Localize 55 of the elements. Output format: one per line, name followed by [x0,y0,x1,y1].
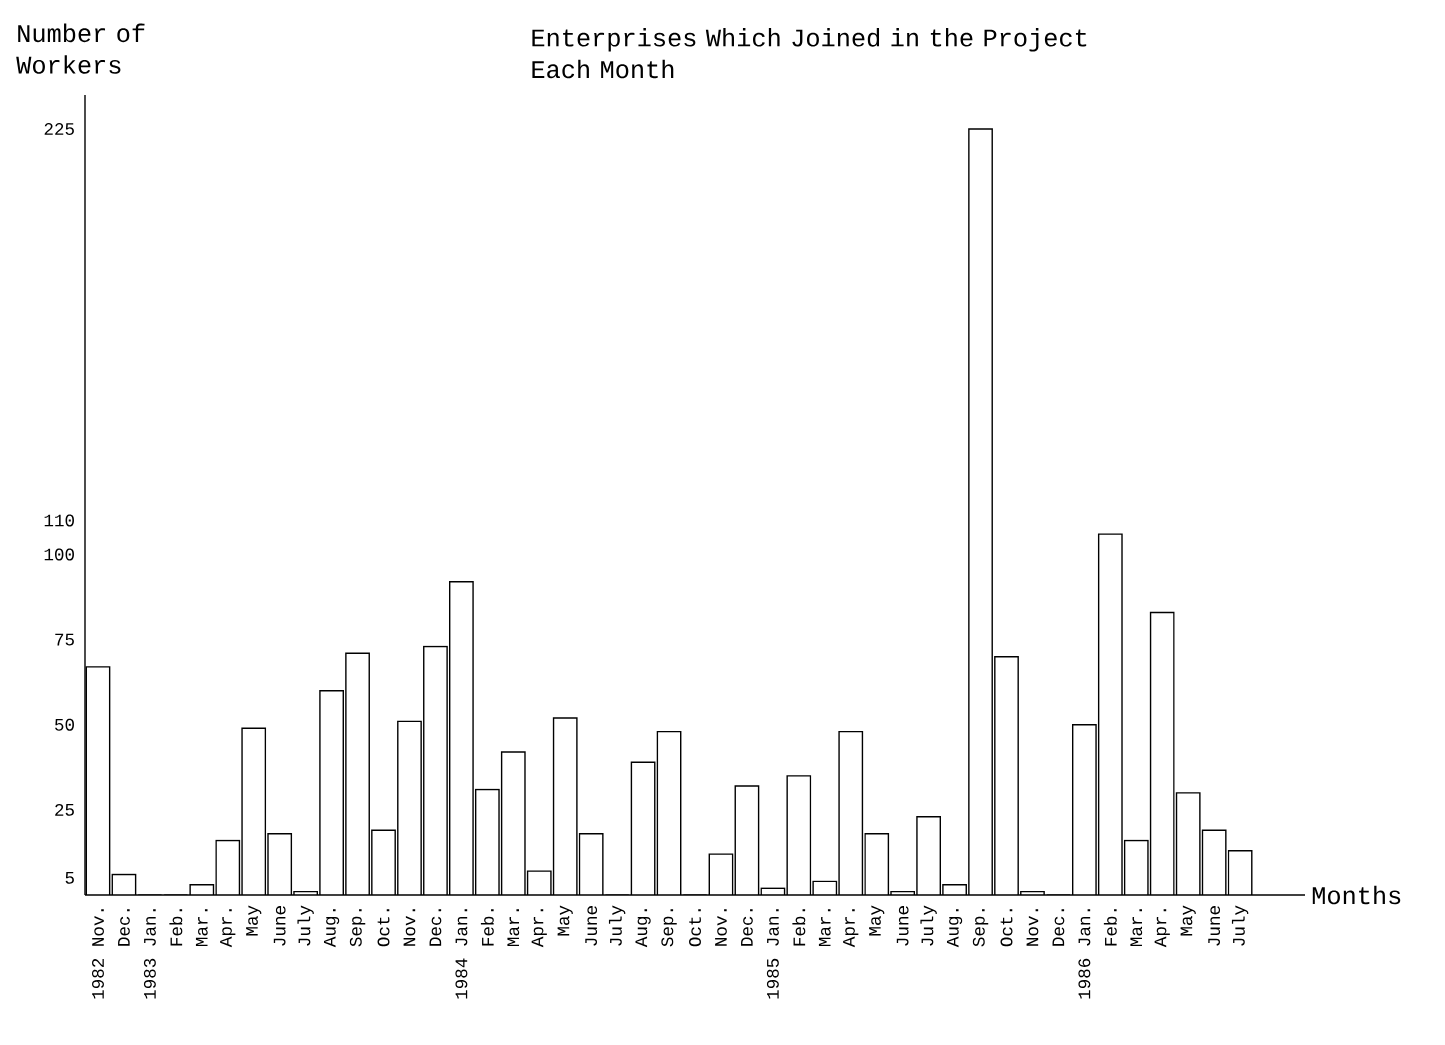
x-tick-label: 1985 Jan. [766,909,779,999]
x-tick-label: May [557,905,573,936]
x-tick-label: Sep. [972,909,989,947]
x-tick-label: May [869,905,885,936]
x-tick-label: 1982 Nov. [92,909,104,999]
x-tick-label: Dec. [118,909,130,946]
y-tick-label: 110 [44,514,74,527]
x-tick-label: June [1208,906,1221,946]
x-tick-label: Sep. [349,909,366,947]
x-tick-label: Feb. [480,909,494,946]
x-tick-label: Apr. [220,909,236,948]
x-tick-label: July [1231,905,1249,946]
x-tick-label: Apr. [531,909,547,948]
x-tick-label: Aug. [946,909,963,948]
x-tick-label: Feb. [169,909,183,946]
x-tick-label: Nov. [403,909,416,946]
x-tick-label: Mar. [507,909,520,947]
x-tick-label: Mar. [1130,909,1143,947]
x-tick-label: Nov. [1026,909,1039,946]
x-tick-label: Mar. [818,909,831,947]
x-tick-label: Feb. [1103,909,1117,946]
x-tick-label: Oct. [1000,909,1013,947]
x-tick-label: Aug. [635,909,651,948]
x-tick-label: Feb. [792,909,806,946]
x-tick-label: Oct. [689,909,701,947]
y-tick-label: 50 [55,718,74,731]
x-tick-label: 1983 Jan. [143,909,156,999]
x-tick-label: Nov. [715,909,727,946]
x-tick-label: Aug. [323,909,340,948]
x-tick-label: Oct. [377,909,390,947]
x-tick-label: Mar. [195,909,208,947]
y-tick-label: 225 [44,123,74,135]
x-tick-label: May [246,905,262,936]
x-tick-label: Dec. [741,909,753,946]
x-tick-label: Dec. [1052,909,1065,946]
y-tick-label: 75 [55,633,74,646]
x-tick-label: June [896,906,909,946]
x-tick-label: 1986 Jan. [1078,909,1091,999]
y-axis-title: Number of Workers [16,23,145,74]
x-tick-label: Dec. [429,909,442,946]
x-tick-label: Apr. [1154,909,1170,948]
x-axis-title: Months [1312,885,1401,905]
y-tick-label: 25 [55,803,74,816]
chart-title: Enterprises Which Joined in the Project Each Month [532,28,1087,79]
x-tick-label: Sep. [661,909,677,947]
y-tick-label: 5 [65,872,74,884]
x-tick-label: 1984 Jan. [455,909,468,999]
y-tick-label: 100 [44,548,74,561]
x-tick-label: May [1180,905,1196,936]
x-tick-label: June [273,906,286,946]
x-tick-label: June [585,906,598,946]
x-tick-label: July [608,905,626,946]
x-tick-label: July [920,905,937,946]
x-tick-label: July [297,905,314,946]
x-tick-label: Apr. [843,909,859,948]
